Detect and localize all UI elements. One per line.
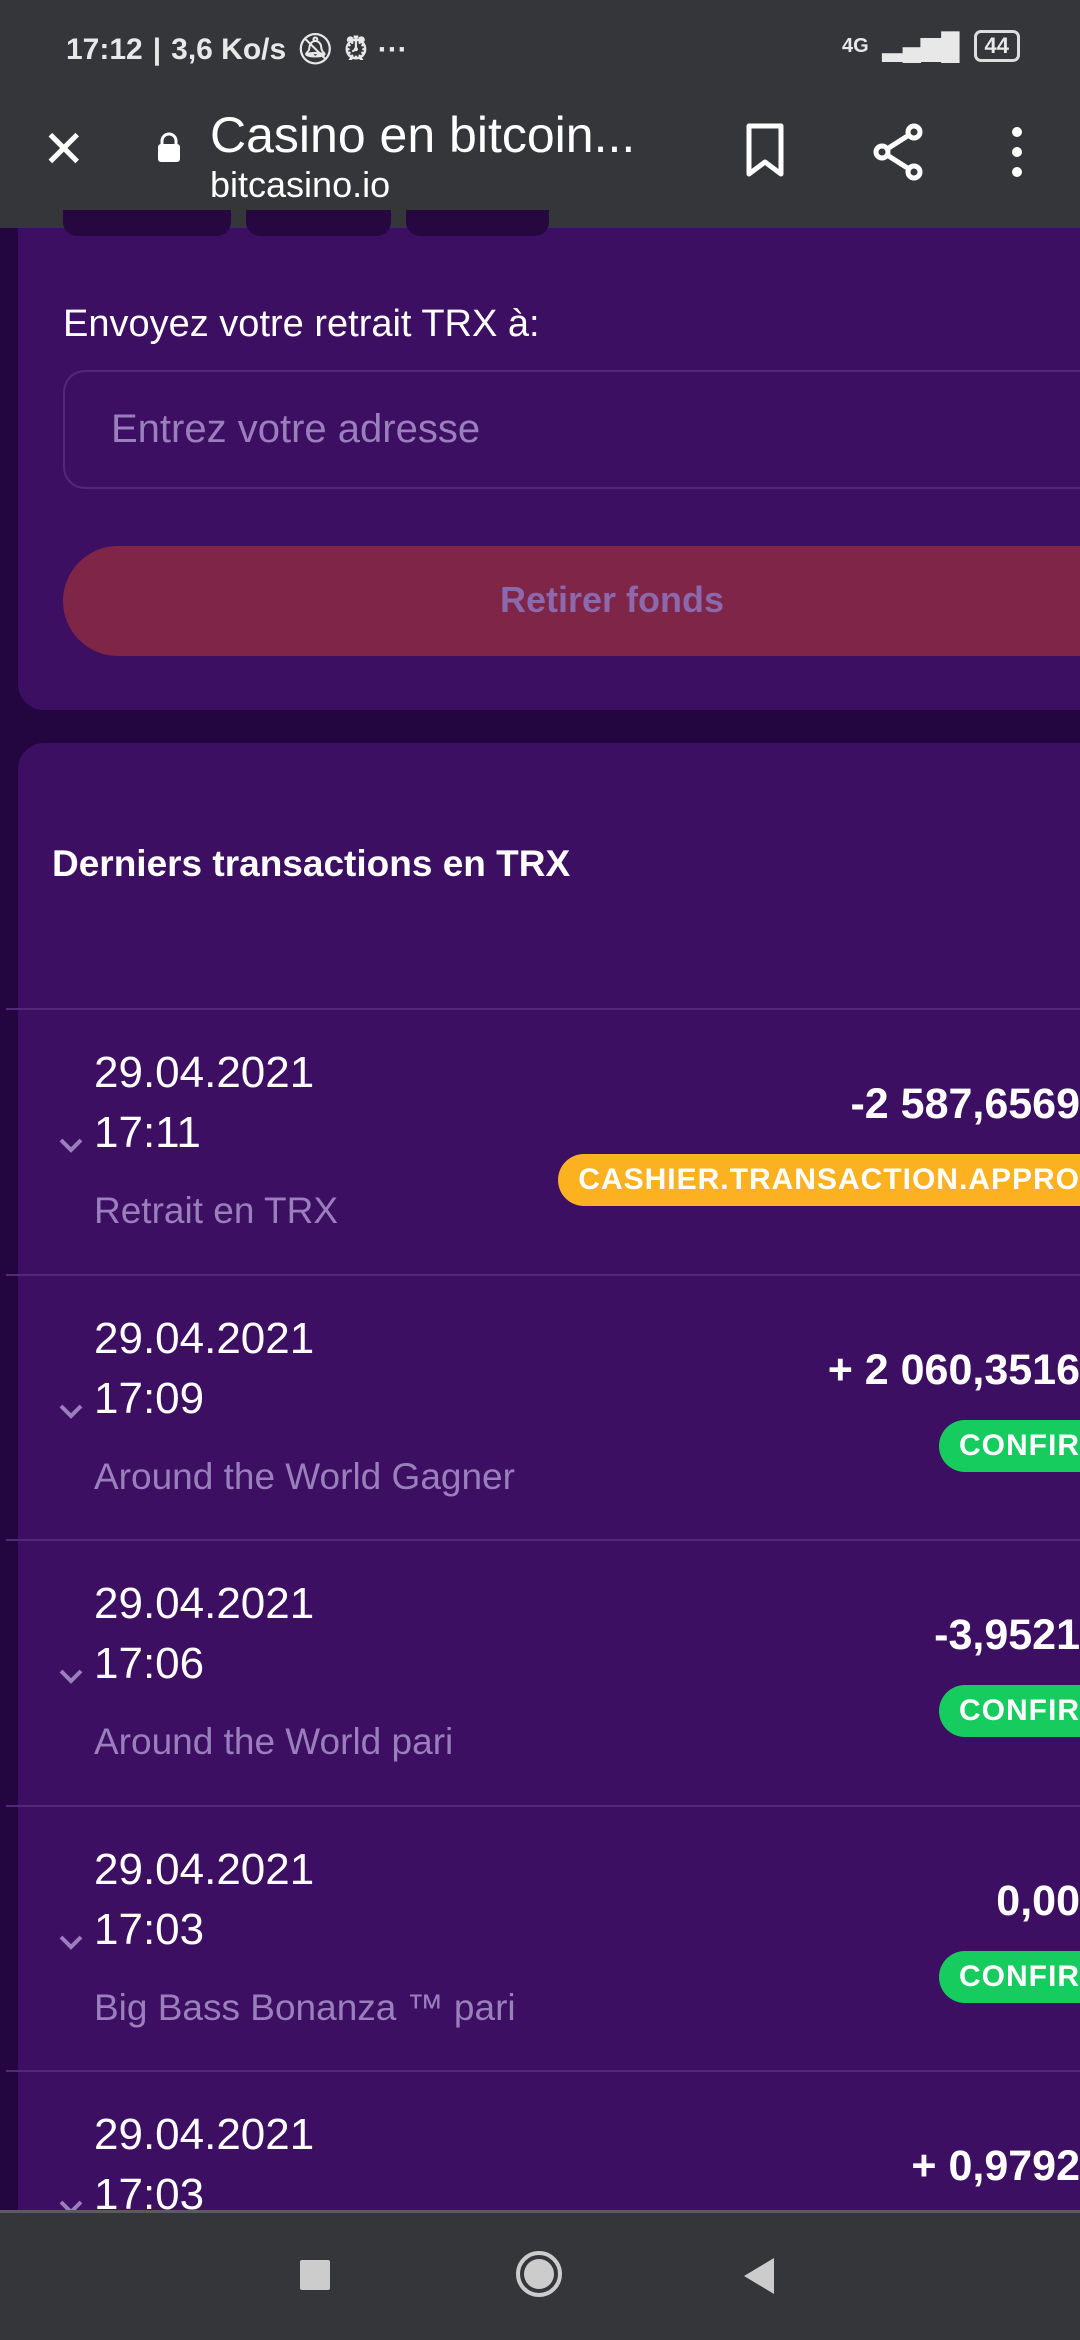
- address-input[interactable]: Entrez votre adresse: [63, 370, 1080, 489]
- transaction-date: 29.04.2021: [94, 1314, 315, 1363]
- transaction-date: 29.04.2021: [94, 1048, 315, 1097]
- chevron-down-icon[interactable]: [56, 1927, 86, 1957]
- transaction-date: 29.04.2021: [94, 1845, 315, 1894]
- separator: |: [152, 32, 162, 66]
- page-title: Casino en bitcoin...: [210, 107, 636, 163]
- transaction-description: Around the World Gagner: [94, 1456, 515, 1497]
- transaction-date: 29.04.2021: [94, 2110, 315, 2159]
- status-badge: CONFIR: [939, 1420, 1080, 1472]
- transaction-date: 29.04.2021: [94, 1579, 315, 1628]
- status-badge: CONFIR: [939, 1685, 1080, 1737]
- transaction-description: Retrait en TRX: [94, 1190, 339, 1231]
- transaction-time: 17:03: [94, 1905, 205, 1954]
- transaction-description: Big Bass Bonanza ™ pari: [94, 1987, 516, 2028]
- bell-muted-icon: 🔕︎: [296, 33, 335, 66]
- transaction-row[interactable]: 29.04.2021 17:06 Around the World pari -…: [6, 1539, 1080, 1805]
- system-nav-bar: [0, 2210, 1080, 2340]
- transaction-row[interactable]: 29.04.2021 17:11 Retrait en TRX -2 587,6…: [6, 1008, 1080, 1274]
- transaction-description: Around the World pari: [94, 1721, 454, 1762]
- network-speed: 3,6 Ko/s: [171, 32, 287, 66]
- withdraw-button[interactable]: Retirer fonds: [63, 546, 1080, 656]
- bookmark-icon[interactable]: [744, 122, 786, 180]
- transaction-amount: -3,9521: [934, 1611, 1080, 1659]
- signal-icon: ▂▄▆█: [882, 30, 960, 61]
- home-button[interactable]: [516, 2251, 562, 2297]
- transaction-time: 17:09: [94, 1374, 205, 1423]
- amount-chip[interactable]: [246, 210, 391, 236]
- browser-toolbar: ✕ Casino en bitcoin... bitcasino.io: [0, 90, 1080, 228]
- battery-icon: 44: [973, 30, 1020, 62]
- transactions-title: Derniers transactions en TRX: [52, 843, 571, 884]
- transaction-amount: 0,00: [996, 1877, 1080, 1925]
- chevron-down-icon[interactable]: [56, 1396, 86, 1426]
- transaction-row[interactable]: 29.04.2021 17:03 Big Bass Bonanza ™ pari…: [6, 1805, 1080, 2071]
- recents-button[interactable]: [300, 2260, 330, 2290]
- withdraw-button-label: Retirer fonds: [500, 579, 725, 620]
- share-icon[interactable]: [870, 122, 926, 182]
- transactions-card: [18, 743, 1080, 2210]
- back-button[interactable]: [744, 2258, 774, 2294]
- address-placeholder: Entrez votre adresse: [111, 407, 481, 451]
- more-notifications-icon: ···: [377, 32, 408, 66]
- amount-chip[interactable]: [63, 210, 231, 236]
- alarm-icon: ⏰︎: [344, 32, 368, 66]
- transaction-row[interactable]: 29.04.2021 17:09 Around the World Gagner…: [6, 1274, 1080, 1540]
- network-type: 4G: [841, 34, 869, 57]
- transaction-amount: + 0,9792: [911, 2142, 1080, 2190]
- status-badge: CASHIER.TRANSACTION.APPRO: [558, 1154, 1080, 1206]
- clock: 17:12: [66, 32, 143, 66]
- transaction-time: 17:06: [94, 1639, 205, 1688]
- lock-icon: [158, 132, 180, 162]
- transaction-amount: + 2 060,3516: [827, 1346, 1080, 1394]
- page-url[interactable]: bitcasino.io: [210, 164, 391, 205]
- transaction-time: 17:11: [94, 1108, 201, 1157]
- address-label: Envoyez votre retrait TRX à:: [63, 303, 540, 345]
- chevron-down-icon[interactable]: [56, 1130, 86, 1160]
- close-icon[interactable]: ✕: [42, 121, 86, 179]
- amount-chip[interactable]: [406, 210, 549, 236]
- transaction-amount: -2 587,6569: [850, 1080, 1080, 1128]
- status-bar: 17:12 | 3,6 Ko/s 🔕︎ ⏰︎ ··· 4G ▂▄▆█ 44: [0, 0, 1080, 90]
- chevron-down-icon[interactable]: [56, 1661, 86, 1691]
- more-options-icon[interactable]: [1005, 122, 1029, 182]
- status-badge: CONFIR: [939, 1951, 1080, 2003]
